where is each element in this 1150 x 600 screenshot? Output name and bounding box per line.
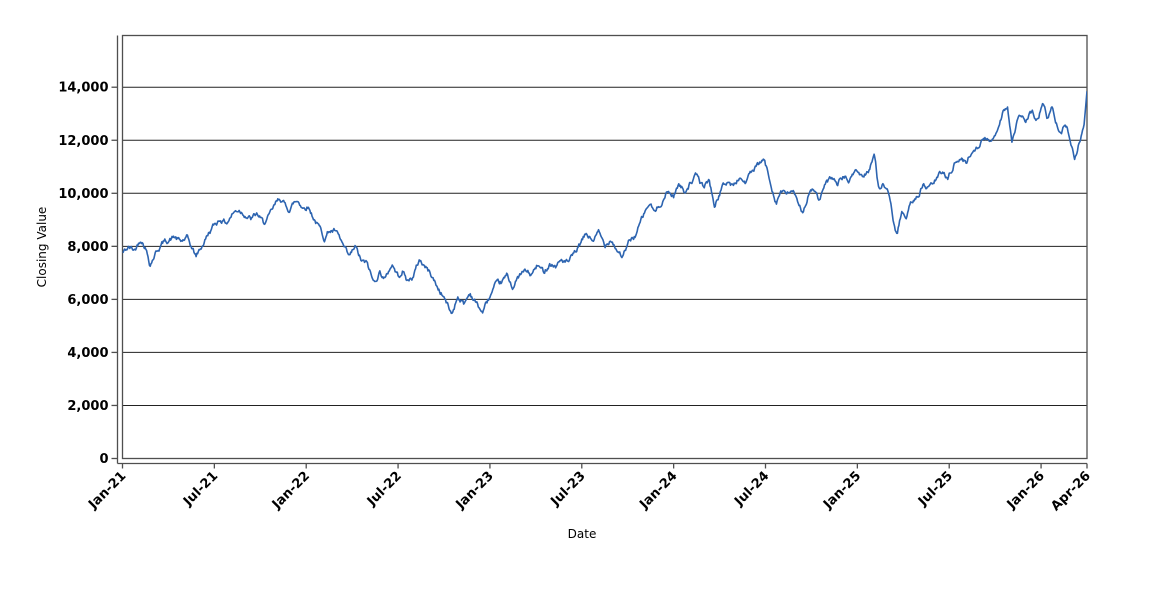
x-tick-label: Jan-25 (820, 469, 864, 513)
y-tick-label: 6,000 (67, 293, 108, 308)
x-tick-label: Jan-22 (269, 469, 313, 513)
chart-generated-layer: 0 2,000 4,000 6,000 8,000 10,000 12,000 14,000 J… (58, 34, 1094, 514)
x-tick-label: Jan-21 (85, 469, 129, 513)
x-tick-label: Jan-26 (1004, 469, 1048, 513)
plot-border (121, 34, 1088, 460)
y-tick-label: 8,000 (67, 240, 108, 255)
y-tick-label: 2,000 (67, 399, 108, 414)
x-tick-label: Jul-23 (548, 469, 589, 510)
x-tick-label: Jul-24 (731, 469, 772, 510)
y-tick-label: 14,000 (58, 81, 108, 96)
x-tick-label: Jul-25 (915, 469, 956, 510)
y-axis-title: Closing Value (35, 207, 49, 288)
y-tick-label: 10,000 (58, 187, 108, 202)
x-tick-label: Jan-23 (453, 469, 497, 513)
y-tick-label: 0 (99, 452, 108, 467)
x-tick-label: Jul-21 (180, 469, 221, 510)
x-axis-title: Date (568, 527, 597, 541)
x-tick-label: Jul-22 (364, 469, 405, 510)
x-tick-label: Apr-26 (1048, 469, 1093, 514)
closing-value-series-line (122, 91, 1087, 315)
y-tick-label: 4,000 (67, 346, 108, 361)
y-tick-label: 12,000 (58, 134, 108, 149)
x-tick-label: Jan-24 (636, 469, 680, 513)
